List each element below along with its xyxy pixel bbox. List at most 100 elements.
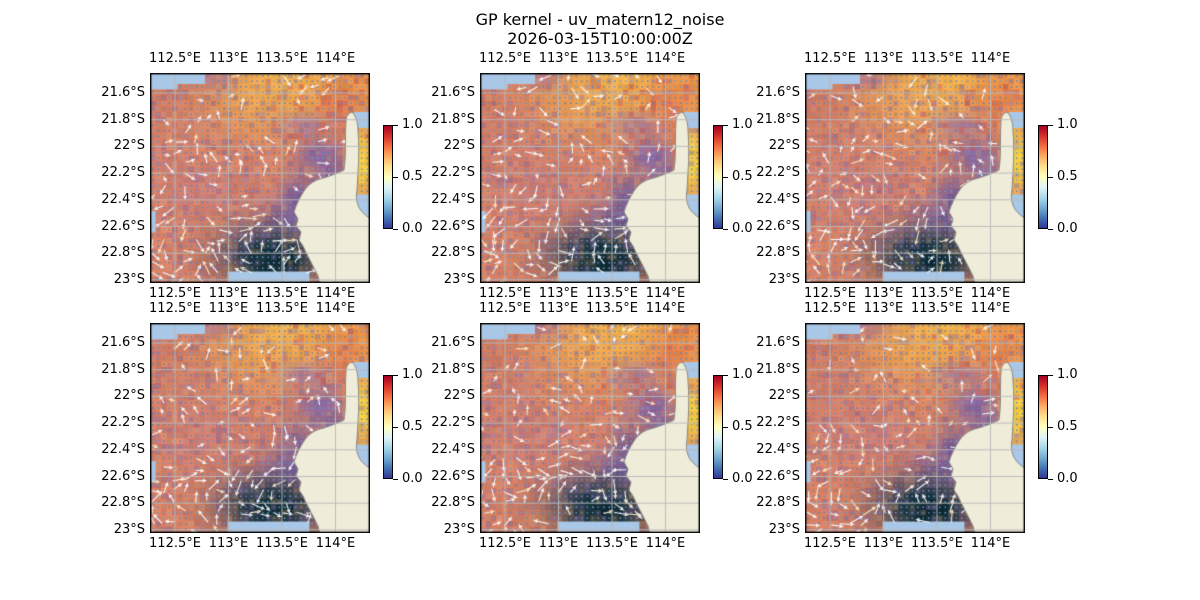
lon-tick-label-top: 113.5°E [911,51,963,66]
lat-tick-label: 22.6°S [756,218,800,234]
colorbar-tick-label: 0.5 [402,419,423,434]
lat-tick-label: 21.8°S [101,361,145,377]
colorbar-tick-mark [1048,125,1053,126]
lat-tick-label: 21.6°S [431,85,475,100]
lon-tick-label-top: 113°E [538,51,579,66]
lat-tick-label: 22°S [443,388,475,404]
lon-tick-label-bottom: 114°E [970,286,1011,301]
lon-tick-label-top: 113.5°E [586,51,638,66]
lat-tick-label: 22.6°S [756,468,800,484]
lon-tick-label-top: 113.5°E [256,51,308,66]
colorbar-tick-label: 1.0 [732,367,753,382]
map-plot-canvas [480,73,700,283]
lat-tick-label: 22.2°S [431,165,475,181]
map-plot-canvas [150,323,370,533]
colorbar-tick-mark [393,125,398,126]
lat-tick-label: 22.2°S [431,415,475,431]
lat-tick-label: 21.6°S [756,85,800,100]
colorbar-tick-mark [1048,427,1053,428]
lon-tick-label-top: 114°E [315,301,356,316]
lon-tick-label-top: 113.5°E [911,301,963,316]
lat-tick-label: 22°S [768,138,800,154]
lat-tick-label: 22.8°S [756,245,800,261]
lat-tick-label: 23°S [768,521,800,537]
colorbar-tick-mark [1048,229,1053,230]
colorbar-tick-label: 0.5 [732,169,753,184]
lon-tick-label-bottom: 113.5°E [586,286,638,301]
lon-tick-label-bottom: 114°E [645,286,686,301]
map-plot-canvas [480,323,700,533]
lon-tick-label-top: 112.5°E [479,301,531,316]
lon-tick-label-top: 114°E [970,301,1011,316]
lat-tick-label: 21.6°S [101,335,145,350]
colorbar: 1.0 0.5 0.0 [713,117,773,245]
lat-tick-label: 22.4°S [756,441,800,457]
lon-tick-label-bottom: 114°E [970,536,1011,551]
lat-tick-label: 22.8°S [431,245,475,261]
lon-tick-label-top: 112.5°E [479,51,531,66]
figure-timestamp: 2026-03-15T10:00:00Z [507,29,693,48]
colorbar-tick-mark [1048,479,1053,480]
colorbar-tick-mark [393,229,398,230]
colorbar-tick-label: 0.0 [402,471,423,486]
lon-tick-label-bottom: 113°E [538,536,579,551]
colorbar-gradient [383,125,393,229]
colorbar-tick-label: 1.0 [1057,117,1078,132]
lon-tick-label-bottom: 112.5°E [149,536,201,551]
colorbar-tick-mark [393,177,398,178]
colorbar-gradient [383,375,393,479]
map-plot-canvas [150,73,370,283]
colorbar-gradient [713,375,723,479]
lon-tick-label-bottom: 112.5°E [804,536,856,551]
lon-tick-label-bottom: 112.5°E [149,286,201,301]
colorbar-tick-mark [723,125,728,126]
lon-tick-label-top: 113°E [863,301,904,316]
lat-tick-label: 22°S [113,138,145,154]
lat-tick-label: 23°S [113,271,145,287]
lon-tick-label-bottom: 114°E [315,536,356,551]
colorbar-tick-label: 1.0 [402,367,423,382]
colorbar-tick-label: 0.0 [1057,471,1078,486]
lat-tick-label: 23°S [443,521,475,537]
colorbar: 1.0 0.5 0.0 [383,117,443,245]
colorbar-tick-label: 0.5 [1057,419,1078,434]
lat-tick-label: 22.8°S [101,495,145,511]
lat-tick-label: 22.4°S [101,441,145,457]
lat-tick-label: 22.6°S [101,218,145,234]
lat-tick-label: 22.6°S [101,468,145,484]
lon-tick-label-bottom: 112.5°E [804,286,856,301]
colorbar-tick-mark [393,427,398,428]
colorbar-tick-label: 0.0 [402,221,423,236]
lon-tick-label-bottom: 113°E [208,536,249,551]
lon-tick-label-top: 113°E [538,301,579,316]
lat-tick-label: 21.8°S [431,361,475,377]
colorbar-tick-mark [393,479,398,480]
lat-tick-label: 22.2°S [101,415,145,431]
lon-tick-label-bottom: 114°E [645,536,686,551]
lon-tick-label-bottom: 113°E [863,536,904,551]
lat-tick-label: 22.2°S [101,165,145,181]
colorbar-tick-label: 1.0 [1057,367,1078,382]
lat-tick-label: 21.8°S [756,361,800,377]
figure-title: GP kernel - uv_matern12_noise [475,10,725,29]
lon-tick-label-bottom: 113°E [538,286,579,301]
lon-tick-label-bottom: 113.5°E [586,536,638,551]
lon-tick-label-bottom: 113°E [863,286,904,301]
colorbar-tick-mark [1048,375,1053,376]
lon-tick-label-top: 114°E [970,51,1011,66]
colorbar-tick-label: 0.0 [732,471,753,486]
lat-tick-label: 22.2°S [756,165,800,181]
lon-tick-label-top: 114°E [645,51,686,66]
lat-tick-label: 22.6°S [431,468,475,484]
colorbar-tick-mark [1048,177,1053,178]
lat-tick-label: 22.8°S [101,245,145,261]
lat-tick-label: 22.2°S [756,415,800,431]
lon-tick-label-top: 112.5°E [149,301,201,316]
colorbar-tick-label: 1.0 [402,117,423,132]
colorbar-tick-label: 0.0 [1057,221,1078,236]
colorbar: 1.0 0.5 0.0 [383,367,443,495]
lat-tick-label: 21.6°S [101,85,145,100]
map-plot-canvas [805,323,1025,533]
lon-tick-label-bottom: 114°E [315,286,356,301]
